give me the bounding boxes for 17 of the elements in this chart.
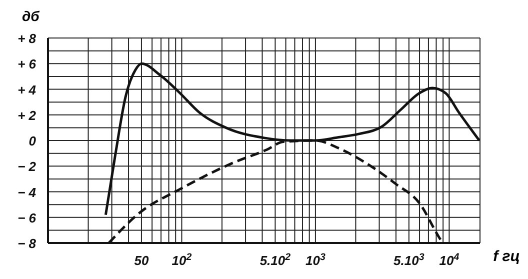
y-tick-label: − 4 <box>18 184 37 200</box>
x-tick-label: 5.10$^{2}$ <box>260 252 292 268</box>
y-axis-title: дб <box>22 8 40 24</box>
y-tick-label: + 4 <box>18 82 37 98</box>
y-tick-label: − 8 <box>18 236 37 251</box>
y-tick-label: 0 <box>28 134 37 148</box>
x-tick-label: 5.10$^{3}$ <box>394 252 425 268</box>
x-tick-label: 10$^{3}$ <box>306 252 326 268</box>
y-tick-label: − 6 <box>18 210 37 226</box>
y-tick-label: + 8 <box>18 31 37 46</box>
x-tick-label: 10$^{4}$ <box>439 252 460 268</box>
x-tick-label: 10$^{2}$ <box>172 252 192 268</box>
y-tick-label: + 6 <box>18 56 37 72</box>
x-axis-title: f гц <box>493 248 520 265</box>
x-tick-label: 50 <box>134 253 150 268</box>
y-tick-label: + 2 <box>18 108 37 123</box>
y-tick-label: − 2 <box>18 159 37 174</box>
